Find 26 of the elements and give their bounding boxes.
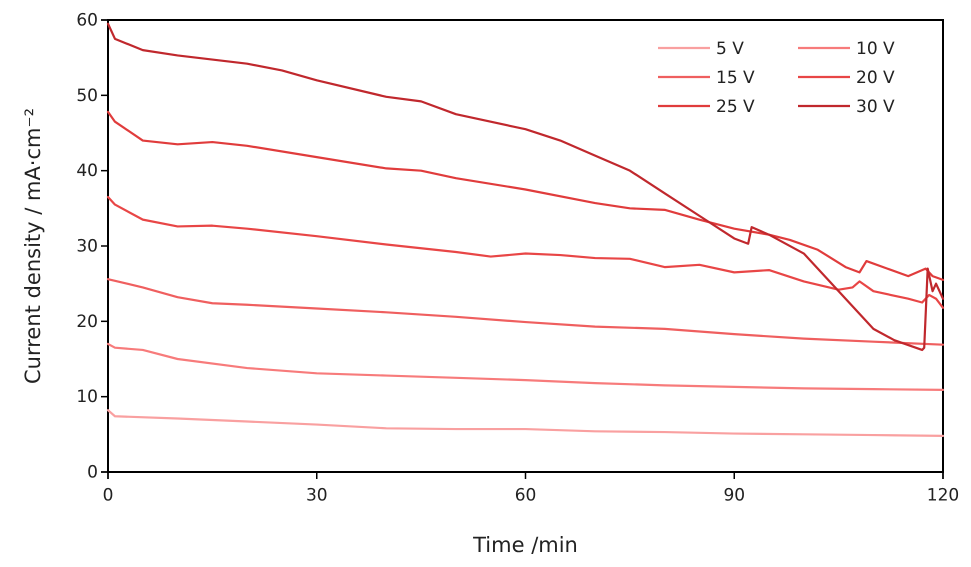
line-series: [106, 110, 944, 281]
line-series: [106, 409, 944, 437]
legend-label: 30 V: [856, 96, 896, 117]
y-tick-label: 60: [76, 10, 98, 30]
x-tick-label: 0: [102, 486, 114, 506]
x-tick-label: 120: [926, 486, 960, 506]
x-axis-title: Time /min: [472, 533, 578, 557]
line-series: [106, 278, 944, 346]
y-tick-label: 0: [87, 462, 98, 482]
line-series: [106, 22, 944, 352]
legend-label: 25 V: [716, 96, 756, 117]
line-series: [106, 342, 944, 391]
x-tick-label: 30: [306, 486, 328, 506]
y-tick-label: 40: [76, 161, 98, 182]
line-series: [106, 196, 944, 309]
y-tick-label: 50: [76, 86, 98, 106]
legend-label: 10 V: [856, 38, 896, 59]
x-tick-label: 60: [514, 486, 536, 506]
legend-label: 5 V: [716, 38, 744, 59]
y-axis-title: Current density / mA·cm⁻²: [21, 108, 45, 384]
legend-label: 15 V: [716, 68, 756, 88]
legend-label: 20 V: [856, 68, 896, 88]
x-tick-label: 90: [723, 486, 746, 506]
y-tick-label: 20: [76, 312, 98, 332]
y-tick-label: 10: [76, 387, 98, 408]
y-tick-label: 30: [76, 236, 98, 256]
